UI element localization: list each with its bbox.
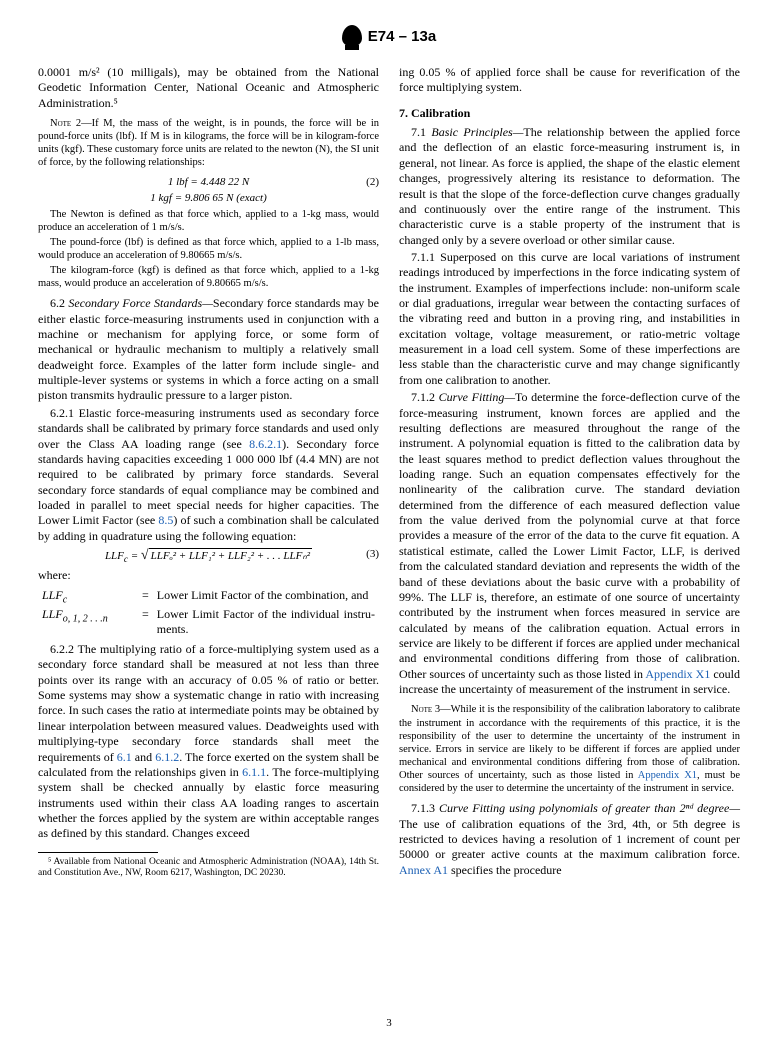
note-label: Note 2— xyxy=(50,118,92,129)
eq-num: (3) xyxy=(366,548,379,560)
note-3: Note 3—While it is the responsibility of… xyxy=(399,703,740,795)
designation: E74 – 13a xyxy=(368,28,436,45)
text: specifies the procedure xyxy=(448,863,562,877)
sec-text: Secondary force standards may be either … xyxy=(38,296,379,402)
footnote-separator xyxy=(38,852,158,853)
kgf-def: The kilogram-force (kgf) is defined as t… xyxy=(38,264,379,290)
text: The use of calibration equations of the … xyxy=(399,817,740,862)
page-number: 3 xyxy=(0,1017,778,1029)
sec-text: The relationship between the applied for… xyxy=(399,125,740,247)
equation-3: LLFc = √LLFₒ² + LLF₁² + LLF₂² + . . . LL… xyxy=(38,548,379,564)
astm-logo xyxy=(342,25,362,47)
equals: = xyxy=(138,587,153,606)
ref-link[interactable]: 8.6.2.1 xyxy=(249,437,282,451)
section-7-title: 7. Calibration xyxy=(399,106,740,121)
definition: Lower Limit Factor of the individual ins… xyxy=(153,606,379,638)
ref-link[interactable]: Annex A1 xyxy=(399,863,448,877)
eq-text: 1 kgf = 9.806 65 N (exact) xyxy=(150,192,266,204)
ref-link[interactable]: 6.1.1 xyxy=(242,765,266,779)
table-row: LLFc = Lower Limit Factor of the combina… xyxy=(38,587,379,606)
sec-title: Curve Fitting using polynomials of great… xyxy=(439,801,740,815)
ref-link[interactable]: Appendix X1 xyxy=(638,770,697,781)
continuation-text: ing 0.05 % of applied force shall be cau… xyxy=(399,65,740,96)
section-7.1.3: 7.1.3 Curve Fitting using polynomials of… xyxy=(399,801,740,878)
eq-text: 1 lbf = 4.448 22 N xyxy=(168,176,249,188)
sec-num: 7.1.2 xyxy=(411,390,439,404)
eq-sqrt: LLFₒ² + LLF₁² + LLF₂² + . . . LLFₙ² xyxy=(149,548,312,562)
lbf-def: The pound-force (lbf) is defined as that… xyxy=(38,236,379,262)
footnote-5: ⁵ Available from National Oceanic and At… xyxy=(38,857,379,880)
right-column: ing 0.05 % of applied force shall be cau… xyxy=(399,65,740,881)
eq-lhs: LLFc = xyxy=(105,550,141,562)
symbol: LLFc xyxy=(38,587,138,606)
text: 6.2.2 The multiplying ratio of a force-m… xyxy=(38,642,379,764)
where-table: LLFc = Lower Limit Factor of the combina… xyxy=(38,587,379,638)
sec-title: Basic Principles— xyxy=(431,125,523,139)
section-7.1: 7.1 Basic Principles—The relationship be… xyxy=(399,125,740,248)
section-7.1.2: 7.1.2 Curve Fitting—To determine the for… xyxy=(399,390,740,697)
equals: = xyxy=(138,606,153,638)
ref-link[interactable]: 6.1 xyxy=(117,750,132,764)
note-2: Note 2—If M, the mass of the weight, is … xyxy=(38,117,379,170)
section-6.2.1: 6.2.1 Elastic force-measuring instrument… xyxy=(38,406,379,544)
ref-link[interactable]: 8.5 xyxy=(158,513,173,527)
table-row: LLFo, 1, 2 . . .n = Lower Limit Factor o… xyxy=(38,606,379,638)
sec-title: Curve Fitting— xyxy=(439,390,515,404)
intro-text: 0.0001 m/s² (10 milligals), may be obtai… xyxy=(38,65,379,111)
sec-num: 7.1 xyxy=(411,125,431,139)
text: and xyxy=(132,750,155,764)
equation-2: 1 lbf = 4.448 22 N (2) xyxy=(38,176,379,188)
where-label: where: xyxy=(38,568,379,583)
left-column: 0.0001 m/s² (10 milligals), may be obtai… xyxy=(38,65,379,881)
sec-num: 7.1.3 xyxy=(411,801,439,815)
sec-title: Secondary Force Standards— xyxy=(68,296,213,310)
text: To determine the force-deflection curve … xyxy=(399,390,740,680)
note-label: Note 3— xyxy=(411,704,451,715)
sec-num: 6.2 xyxy=(50,296,68,310)
eq-num: (2) xyxy=(366,176,379,188)
content-columns: 0.0001 m/s² (10 milligals), may be obtai… xyxy=(38,65,740,881)
section-6.2.2: 6.2.2 The multiplying ratio of a force-m… xyxy=(38,642,379,842)
section-6.2: 6.2 Secondary Force Standards—Secondary … xyxy=(38,296,379,404)
ref-link[interactable]: 6.1.2 xyxy=(155,750,179,764)
ref-link[interactable]: Appendix X1 xyxy=(645,667,710,681)
definition: Lower Limit Factor of the combination, a… xyxy=(153,587,379,606)
equation-2b: 1 kgf = 9.806 65 N (exact) xyxy=(38,192,379,204)
page-header: E74 – 13a xyxy=(38,25,740,47)
symbol: LLFo, 1, 2 . . .n xyxy=(38,606,138,638)
newton-def: The Newton is defined as that force whic… xyxy=(38,208,379,234)
section-7.1.1: 7.1.1 Superposed on this curve are local… xyxy=(399,250,740,388)
